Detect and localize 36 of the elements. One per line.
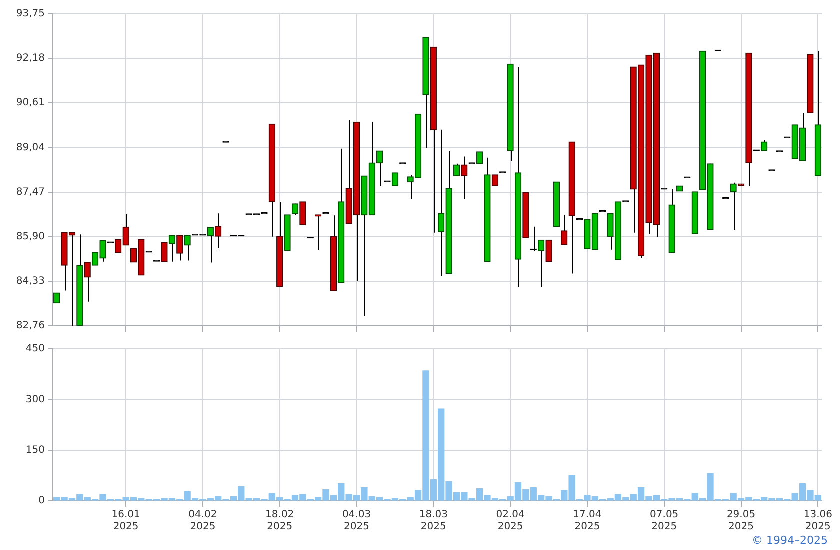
y-tick-label: 90,61 xyxy=(16,98,45,109)
candlestick xyxy=(561,214,568,246)
candlestick xyxy=(168,234,176,262)
x-tick-label: 02.04 2025 xyxy=(496,510,525,533)
candlestick xyxy=(300,202,306,226)
y-tick-label: 85,90 xyxy=(16,231,45,242)
candlestick xyxy=(453,163,460,177)
text: © 1994–2025 xyxy=(752,534,828,547)
candlestick xyxy=(84,262,91,302)
candlestick xyxy=(176,234,184,262)
candlestick xyxy=(215,213,222,249)
x-tick-label: 04.03 2025 xyxy=(342,510,372,533)
y-tick-label: 84,33 xyxy=(16,276,45,288)
x-tick-label: 13.06 2025 xyxy=(804,510,832,533)
x-tick-label: 29.05 2025 xyxy=(726,510,756,533)
candlestick xyxy=(54,292,60,304)
x-tick-label: 16.01 2025 xyxy=(112,510,140,533)
y-tick-label: 0 xyxy=(38,496,45,507)
candlestick xyxy=(546,240,552,262)
y-tick-label: 92,18 xyxy=(16,53,45,64)
x-tick-label: 18.02 2025 xyxy=(266,510,294,533)
x-tick-label: 07.05 2025 xyxy=(650,510,679,533)
y-tick-label: 87,47 xyxy=(16,186,45,198)
x-tick-label: 18.03 2025 xyxy=(419,510,448,533)
y-tick-label: 82,76 xyxy=(16,320,45,332)
candlestick xyxy=(730,182,737,231)
x-tick-label: 04.02 2025 xyxy=(188,510,218,533)
y-tick-label: 93,75 xyxy=(16,8,45,20)
x-tick-label: 17.04 2025 xyxy=(573,510,602,533)
y-tick-label: 89,04 xyxy=(16,142,45,154)
candlestick xyxy=(461,156,468,200)
y-tick-label: 450 xyxy=(26,344,45,355)
candlestick xyxy=(161,242,168,262)
candlestick xyxy=(184,234,191,262)
y-tick-label: 150 xyxy=(26,444,45,456)
y-tick-label: 300 xyxy=(26,394,45,406)
